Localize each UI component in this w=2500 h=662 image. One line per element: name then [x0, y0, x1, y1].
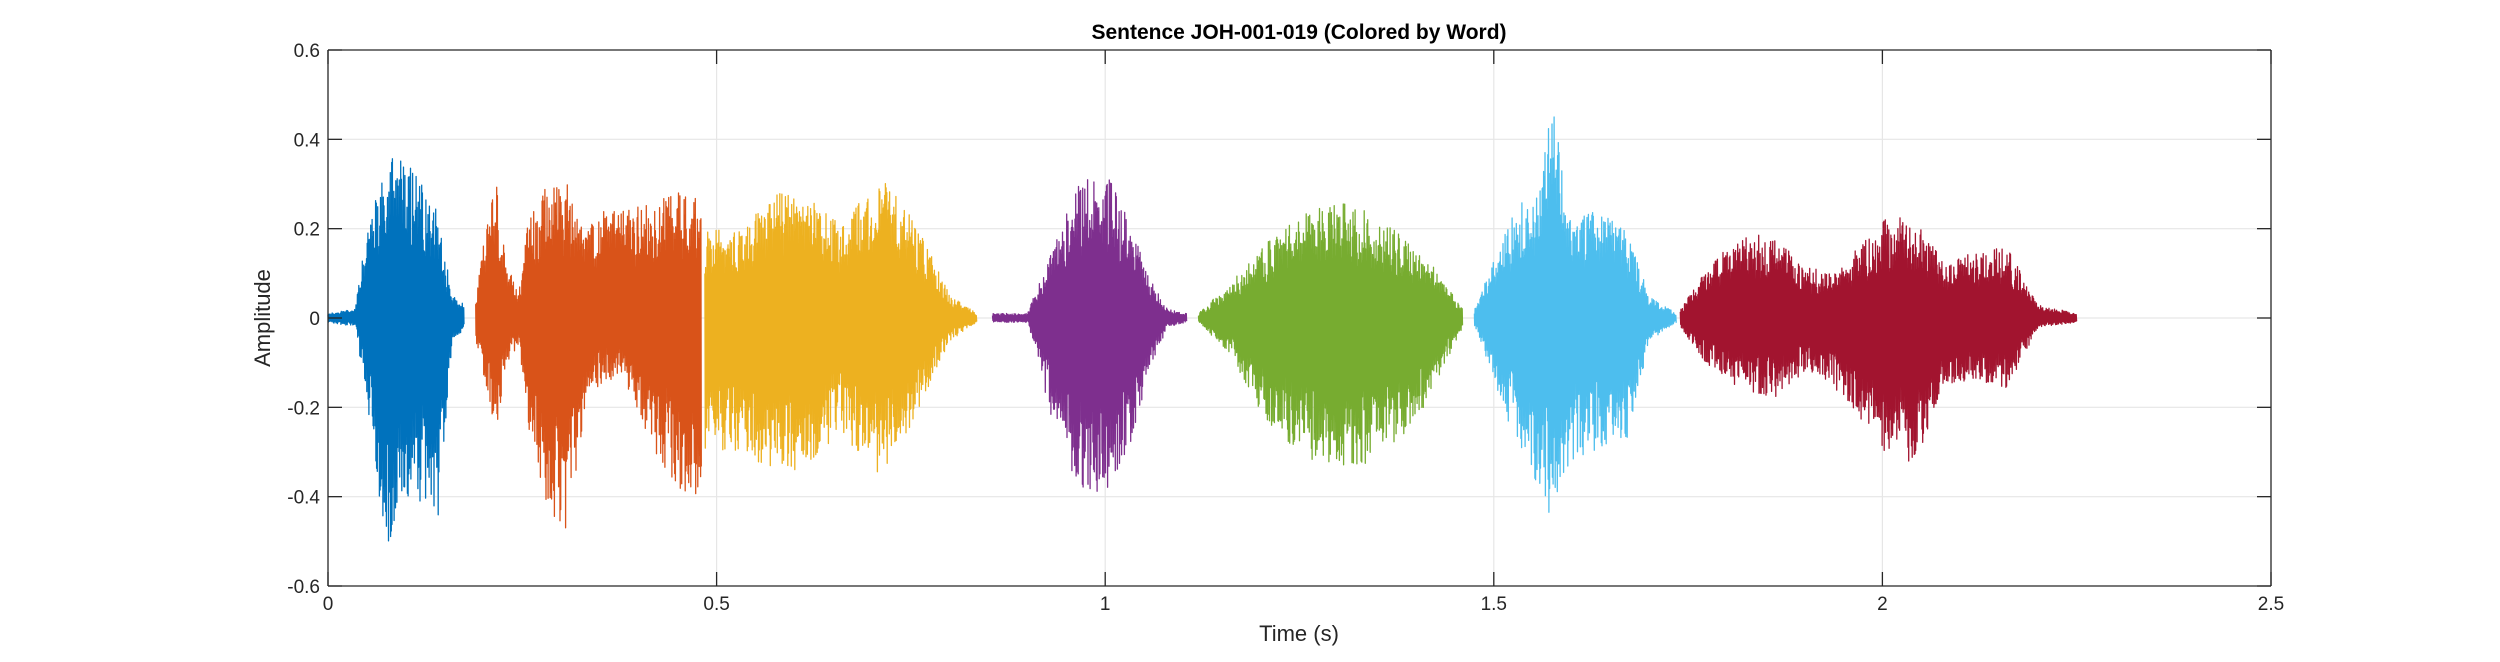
waveform-word-4: [991, 179, 1188, 492]
y-tick-label: -0.6: [287, 577, 320, 598]
y-axis-label: Amplitude: [250, 269, 275, 367]
x-axis-label: Time (s): [1259, 621, 1339, 646]
waveform-word-7: [1679, 217, 2078, 462]
y-tick-label: 0.6: [294, 41, 320, 62]
waveform-word-2: [475, 184, 702, 529]
x-tick-label: 1.5: [1481, 594, 1507, 615]
y-tick-label: 0: [309, 309, 320, 330]
axes: [327, 49, 2272, 587]
x-tick-label: 0.5: [703, 594, 729, 615]
y-tick-label: 0.4: [294, 130, 321, 151]
y-tick-label: 0.2: [294, 220, 320, 241]
waveform-word-1: [327, 158, 465, 542]
waveform-series: [327, 116, 2078, 542]
x-tick-label: 2.5: [2258, 594, 2284, 615]
x-tick-label: 2: [1877, 594, 1888, 615]
x-tick-label: 0: [323, 594, 334, 615]
tick-labels: 0 0.5 1 1.5 2 2.5 -0.6 -0.4 -0.2 0 0.2 0.4 0.6: [287, 41, 2284, 615]
waveform-word-3: [704, 182, 978, 473]
waveform-word-5: [1197, 203, 1464, 466]
waveform-word-6: [1473, 116, 1677, 513]
y-tick-label: -0.4: [287, 488, 320, 509]
x-tick-label: 1: [1100, 594, 1111, 615]
chart-title: Sentence JOH-001-019 (Colored by Word): [1091, 21, 1506, 44]
y-tick-label: -0.2: [287, 398, 320, 419]
